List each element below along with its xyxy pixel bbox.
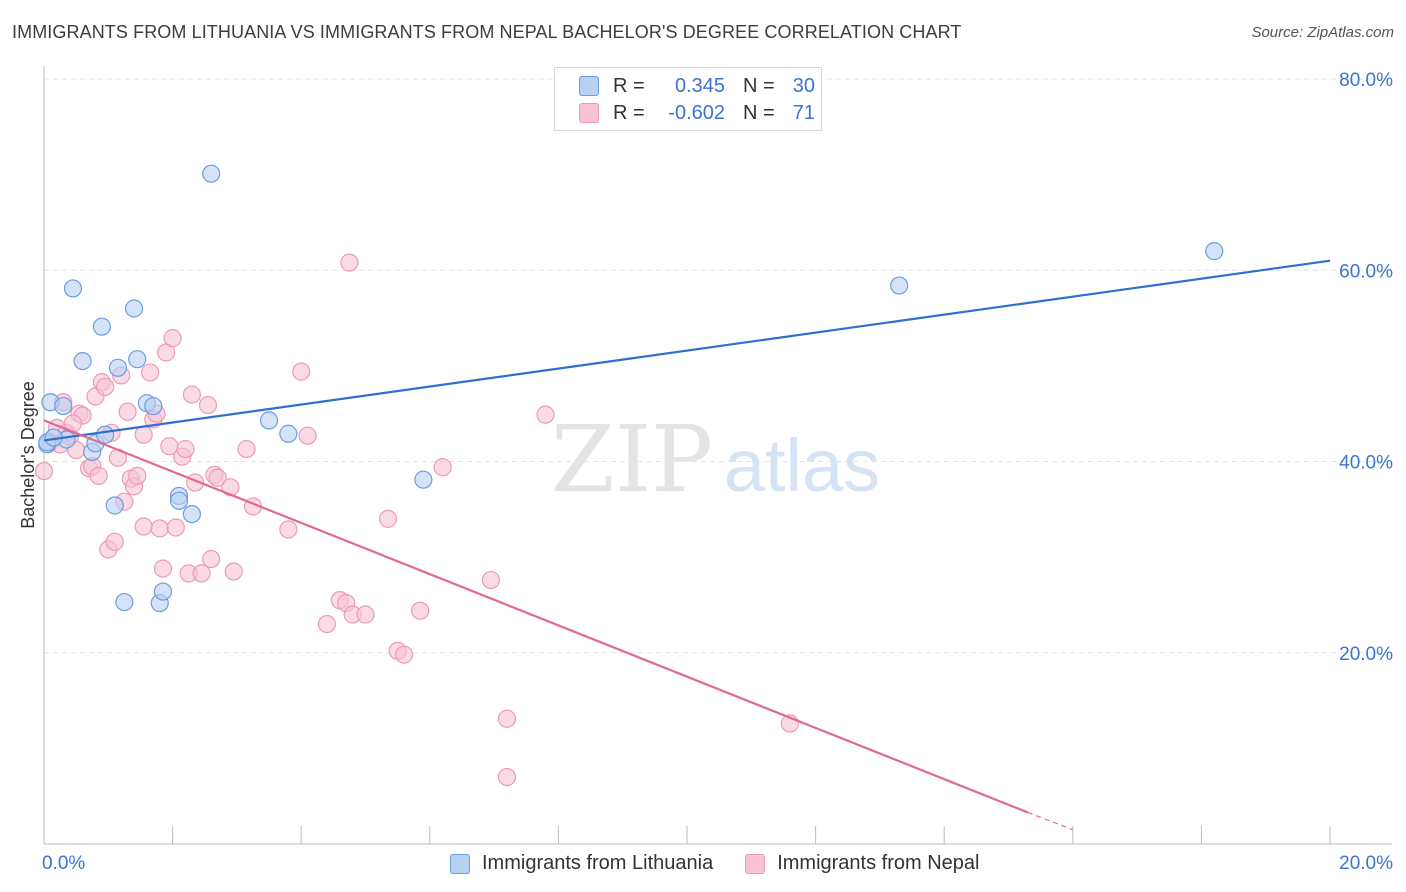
- point-nepal: [176, 439, 195, 459]
- point-nepal: [208, 468, 227, 487]
- legend-row-nepal: R = -0.602 N = 71: [579, 100, 815, 126]
- y-axis-label: Bachelor's Degree: [18, 381, 38, 529]
- legend-r-label: R =: [613, 74, 645, 97]
- watermark-atlas: atlas: [724, 424, 880, 507]
- point-lithuania: [128, 350, 147, 369]
- trend-line-nepal-extension: [1027, 811, 1074, 831]
- point-lithuania: [95, 425, 115, 444]
- series-legend: Immigrants from Lithuania Immigrants fro…: [450, 852, 1011, 875]
- point-nepal: [202, 549, 221, 569]
- point-lithuania: [1205, 242, 1224, 261]
- legend-row-lithuania: R = 0.345 N = 30: [579, 73, 815, 99]
- point-lithuania: [279, 424, 298, 443]
- legend-swatch-lithuania: [450, 853, 470, 874]
- point-lithuania: [182, 504, 201, 524]
- y-tick-label: 80.0%: [1339, 70, 1393, 91]
- point-nepal: [237, 439, 256, 459]
- trend-line-lithuania: [43, 259, 1331, 442]
- y-tick-label: 20.0%: [1339, 644, 1393, 665]
- point-nepal: [378, 509, 398, 528]
- watermark: ZIP atlas: [551, 406, 880, 513]
- point-nepal: [105, 532, 124, 551]
- point-nepal: [224, 562, 243, 581]
- point-lithuania: [115, 592, 134, 612]
- point-nepal: [411, 601, 430, 620]
- point-nepal: [198, 395, 218, 415]
- point-nepal: [394, 645, 414, 664]
- point-lithuania: [890, 276, 909, 295]
- x-tick-label: 20.0%: [1339, 853, 1393, 874]
- point-lithuania: [144, 396, 163, 416]
- point-nepal: [497, 709, 517, 728]
- point-nepal: [166, 518, 185, 537]
- y-tick-label: 60.0%: [1339, 261, 1393, 282]
- legend-n-label: N =: [743, 101, 775, 124]
- point-lithuania: [259, 411, 279, 430]
- point-lithuania: [92, 317, 111, 336]
- point-nepal: [433, 458, 452, 477]
- point-nepal: [134, 517, 153, 536]
- point-nepal: [356, 605, 375, 624]
- stats-legend: R = 0.345 N = 30 R = -0.602 N = 71: [554, 67, 822, 131]
- tick-labels: 20.0% 40.0% 60.0% 80.0% 0.0% 20.0%: [42, 70, 1393, 874]
- legend-label-nepal: Immigrants from Nepal: [777, 852, 980, 874]
- legend-swatch-nepal: [745, 853, 766, 874]
- point-lithuania: [63, 279, 83, 298]
- point-nepal: [118, 402, 137, 421]
- point-lithuania: [169, 491, 189, 510]
- legend-n-value: 71: [792, 101, 815, 124]
- x-tick-label: 0.0%: [42, 853, 85, 874]
- point-nepal: [340, 253, 359, 272]
- gridlines: [44, 78, 1392, 654]
- point-lithuania: [54, 396, 73, 416]
- point-nepal: [182, 385, 201, 404]
- legend-swatch-lithuania: [579, 76, 599, 96]
- legend-label-lithuania: Immigrants from Lithuania: [482, 852, 714, 874]
- point-nepal: [497, 767, 517, 787]
- watermark-zip: ZIP: [551, 406, 713, 513]
- point-nepal: [192, 564, 211, 583]
- trend-line-nepal: [43, 419, 1029, 814]
- series-lithuania-points: [38, 164, 1224, 613]
- trend-lines: [43, 259, 1331, 831]
- point-lithuania: [108, 358, 128, 377]
- point-nepal: [317, 614, 337, 634]
- point-lithuania: [202, 164, 221, 183]
- legend-n-label: N =: [743, 74, 775, 97]
- legend-r-label: R =: [613, 101, 645, 124]
- legend-item-nepal[interactable]: Immigrants from Nepal: [745, 852, 979, 875]
- point-nepal: [536, 405, 555, 424]
- source-credit: Source: ZipAtlas.com: [1251, 24, 1394, 41]
- point-nepal: [140, 363, 160, 382]
- axes: [43, 66, 1392, 845]
- point-lithuania: [73, 351, 92, 371]
- chart-title: IMMIGRANTS FROM LITHUANIA VS IMMIGRANTS …: [12, 22, 962, 42]
- point-nepal: [298, 426, 317, 445]
- point-nepal: [292, 362, 311, 381]
- point-nepal: [153, 559, 173, 578]
- point-lithuania: [124, 299, 144, 318]
- point-nepal: [34, 461, 54, 481]
- point-lithuania: [153, 582, 173, 601]
- y-tick-label: 40.0%: [1339, 453, 1393, 474]
- point-nepal: [95, 377, 115, 397]
- legend-n-value: 30: [792, 74, 815, 97]
- point-nepal: [481, 570, 500, 590]
- point-nepal: [163, 329, 182, 348]
- legend-r-value: 0.345: [674, 74, 725, 97]
- series-nepal-points: [34, 253, 799, 787]
- point-nepal: [128, 466, 147, 485]
- point-nepal: [279, 520, 298, 539]
- point-lithuania: [105, 496, 124, 515]
- legend-swatch-nepal: [579, 103, 599, 123]
- legend-item-lithuania[interactable]: Immigrants from Lithuania: [450, 852, 713, 875]
- legend-r-value: -0.602: [668, 101, 725, 124]
- point-nepal: [89, 466, 108, 485]
- point-nepal: [150, 519, 169, 538]
- point-nepal: [134, 425, 153, 444]
- point-lithuania: [414, 470, 433, 489]
